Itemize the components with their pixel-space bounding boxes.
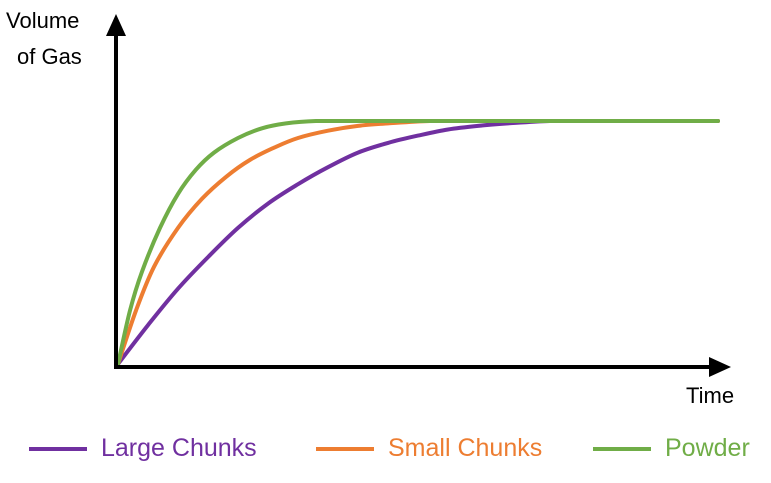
legend-label-powder: Powder [665, 434, 750, 462]
legend-item-small-chunks: Small Chunks [316, 434, 542, 462]
legend-label-large-chunks: Large Chunks [101, 434, 257, 462]
legend: Large Chunks Small Chunks Powder [29, 434, 750, 462]
legend-item-large-chunks: Large Chunks [29, 434, 257, 462]
series-line-powder [116, 118, 720, 366]
axes [106, 14, 731, 377]
y-axis-label-line-2: of Gas [17, 44, 82, 69]
series-layer [116, 118, 720, 366]
x-axis-arrowhead [709, 357, 731, 377]
legend-label-small-chunks: Small Chunks [388, 434, 542, 462]
y-axis-arrowhead [106, 14, 126, 36]
legend-item-powder: Powder [593, 434, 750, 462]
y-axis-label-line-1: Volume [6, 8, 79, 33]
x-axis-label: Time [686, 383, 734, 408]
